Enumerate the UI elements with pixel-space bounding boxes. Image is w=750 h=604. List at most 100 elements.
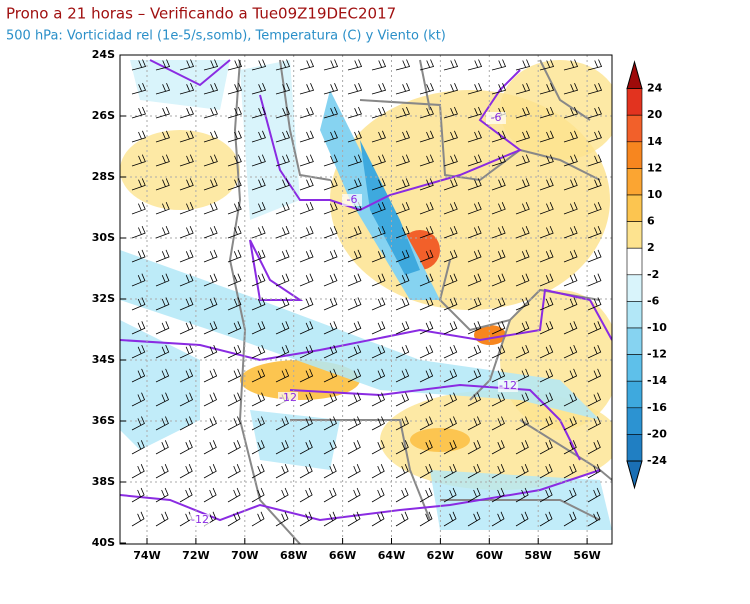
lon-label: 74W [133, 549, 160, 562]
wind-barb [299, 440, 313, 455]
wind-barb [227, 178, 242, 191]
wind-barb [227, 249, 242, 263]
wind-barb [323, 83, 339, 95]
wind-barb [275, 440, 289, 455]
wind-barb [539, 225, 554, 239]
wind-barb [563, 178, 578, 191]
wind-barb [443, 344, 458, 359]
wind-barb [563, 368, 578, 383]
lat-label: 36S [92, 414, 115, 427]
wind-barb [275, 464, 289, 479]
wind-barb [179, 321, 194, 335]
wind-barb [131, 416, 145, 431]
wind-barb [131, 511, 145, 527]
wind-barb [419, 273, 434, 287]
wind-barb [563, 273, 578, 287]
wind-barb [323, 154, 338, 167]
wind-barb [515, 83, 531, 95]
wind-barb [275, 202, 290, 215]
wind-barb [251, 202, 266, 215]
wind-barb [563, 83, 579, 95]
wind-barb [251, 83, 267, 95]
wind-barb [491, 392, 506, 407]
wind-barb [251, 511, 265, 527]
wind-barb [443, 83, 459, 95]
wind-barb [515, 273, 530, 287]
wind-barb [443, 368, 458, 383]
contour-label: -6 [491, 111, 502, 124]
wind-barb [371, 106, 386, 119]
wind-barb [491, 344, 506, 359]
wind-barb [251, 106, 266, 119]
wind-barb [467, 59, 483, 71]
wind-barb [443, 392, 458, 407]
wind-barb [371, 321, 386, 335]
wind-barb [323, 130, 338, 143]
contour-label: -6 [347, 193, 358, 206]
wind-barb [323, 416, 337, 431]
wind-barb [515, 344, 530, 359]
wind-barb [563, 440, 577, 455]
colorbar-bin [626, 274, 643, 302]
wind-barb [347, 392, 362, 407]
wind-barb [131, 487, 145, 503]
colorbar-bin [626, 327, 643, 355]
lon-label: 68W [280, 549, 307, 562]
wind-barb [587, 321, 602, 335]
wind-barb [395, 249, 410, 263]
wind-barb [587, 178, 602, 191]
wind-barb [227, 154, 242, 167]
colorbar-label: -12 [647, 348, 667, 361]
wind-barb [491, 249, 506, 263]
wind-barb [155, 440, 169, 455]
colorbar-bin [626, 141, 643, 169]
wind-barb [131, 297, 146, 311]
wind-barb [587, 368, 602, 383]
wind-barb [299, 344, 314, 359]
wind-barb [323, 202, 338, 215]
contour-label: -12 [191, 513, 209, 526]
wind-barb [587, 249, 602, 263]
wind-barb [347, 487, 361, 503]
colorbar-bin [626, 354, 643, 382]
lat-label: 38S [92, 475, 115, 488]
wind-barb [443, 202, 458, 215]
wind-barb [515, 464, 529, 479]
colorbar-bin [626, 247, 643, 276]
lat-label: 40S [92, 536, 115, 549]
wind-barb [539, 464, 553, 479]
colorbar-label: 2 [647, 241, 655, 254]
wind-barb [419, 154, 434, 167]
wind-barb [251, 440, 265, 455]
wind-barb [155, 202, 170, 215]
wind-barb [539, 511, 553, 527]
wind-barb [203, 273, 218, 287]
wind-barb [443, 59, 459, 71]
wind-barb [371, 368, 386, 383]
wind-barb [587, 225, 602, 239]
wind-barb [563, 344, 578, 359]
wind-barb [371, 225, 386, 239]
wind-barb [275, 83, 291, 95]
wind-barb [275, 249, 290, 263]
wind-barb [131, 273, 146, 287]
wind-barb [539, 130, 554, 143]
wind-barb [179, 83, 195, 95]
wind-barb [299, 202, 314, 215]
wind-barb [155, 368, 170, 383]
wind-barb [299, 464, 313, 479]
wind-barb [563, 154, 578, 167]
wind-barb [395, 511, 409, 527]
wind-barb [587, 83, 603, 95]
wind-barb [467, 130, 482, 143]
wind-barb [419, 416, 433, 431]
wind-barb [443, 321, 458, 335]
wind-barb [227, 416, 241, 431]
wind-barb [251, 368, 266, 383]
wind-barb [515, 511, 529, 527]
wind-barb [299, 392, 314, 407]
colorbar-label: 24 [647, 82, 663, 95]
wind-barb [323, 225, 338, 239]
colorbar-label: -20 [647, 427, 667, 440]
wind-barb [323, 487, 337, 503]
